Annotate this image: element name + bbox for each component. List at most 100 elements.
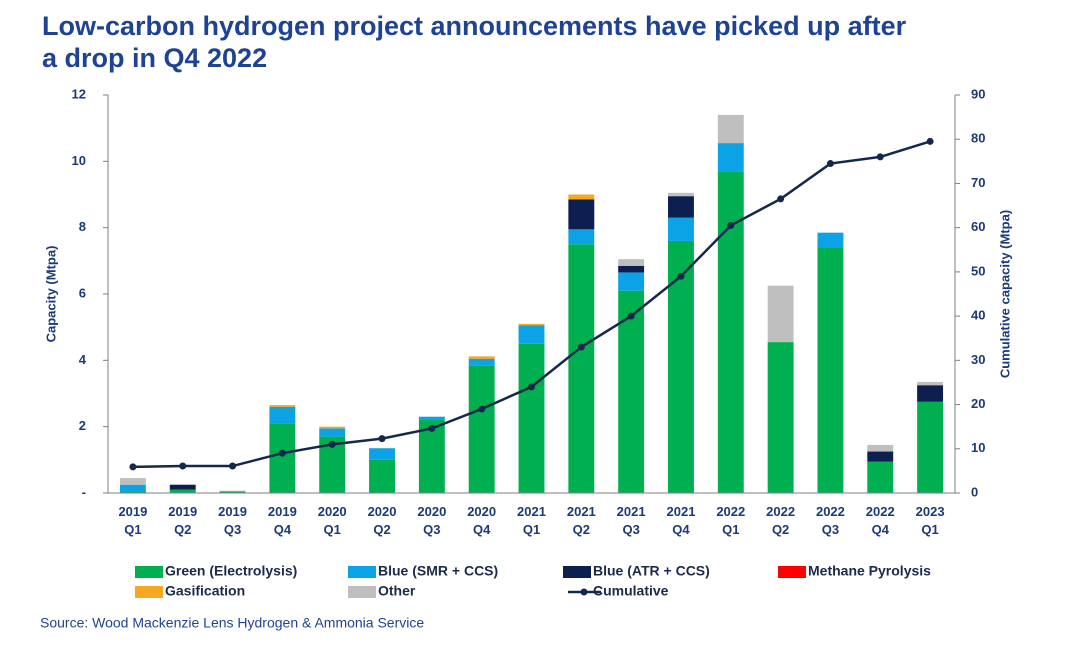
bar xyxy=(817,232,844,248)
x-tick-label: 2019 Q2 xyxy=(168,504,197,537)
x-tick-label-line: Q1 xyxy=(124,522,141,537)
y-tick-label: 8 xyxy=(79,219,86,234)
x-tick-label-line: Q3 xyxy=(822,522,839,537)
cumulative-point xyxy=(876,153,884,161)
y-tick-label: - xyxy=(82,484,86,499)
cumulative-point xyxy=(428,424,436,432)
x-tick-label-line: 2019 xyxy=(168,504,197,519)
legend-label: Blue (ATR + CCS) xyxy=(593,563,710,579)
bar xyxy=(468,365,495,493)
bar xyxy=(817,247,844,493)
bar xyxy=(717,143,744,172)
x-tick-label: 2020 Q1 xyxy=(318,504,347,537)
x-tick-label-line: 2020 xyxy=(318,504,347,519)
x-tick-label-line: Q3 xyxy=(423,522,440,537)
cumulative-point xyxy=(478,405,486,413)
bar xyxy=(319,426,346,429)
bar xyxy=(369,459,395,493)
bar xyxy=(119,478,146,485)
y-tick-label: 6 xyxy=(79,285,86,300)
legend-swatch xyxy=(135,566,163,578)
bar xyxy=(269,423,296,493)
x-tick-label: 2021 Q2 xyxy=(567,504,596,537)
x-tick-label: 2020 Q2 xyxy=(368,504,397,537)
bar xyxy=(219,491,246,493)
cumulative-point xyxy=(278,449,286,457)
y-tick-label: 12 xyxy=(72,86,86,101)
bar xyxy=(917,401,944,493)
y2-tick-label: 90 xyxy=(971,86,985,101)
bar xyxy=(468,356,495,359)
bar xyxy=(169,489,196,493)
cumulative-point xyxy=(378,435,386,443)
cumulative-point xyxy=(577,343,585,351)
x-tick-label: 2019 Q1 xyxy=(118,504,147,537)
x-tick-label-line: Q3 xyxy=(622,522,639,537)
legend-swatch xyxy=(135,586,163,598)
bar xyxy=(468,358,495,366)
bar xyxy=(867,451,894,462)
cumulative-point xyxy=(129,463,137,471)
bar xyxy=(518,323,545,326)
bar xyxy=(618,259,645,266)
cumulative-point xyxy=(528,383,535,391)
bar xyxy=(169,484,196,490)
y2-tick-label: 10 xyxy=(971,440,985,455)
x-tick-label-line: 2019 xyxy=(268,504,297,519)
cumulative-point xyxy=(229,462,237,470)
bar xyxy=(269,405,296,407)
legend-label: Gasification xyxy=(165,583,245,599)
legend-swatch xyxy=(348,586,376,598)
x-tick-label-line: Q1 xyxy=(523,522,540,537)
x-tick-label-line: 2019 xyxy=(118,504,147,519)
y-axis-title: Capacity (Mtpa) xyxy=(43,246,58,343)
bar xyxy=(219,490,246,492)
y-tick-label: 2 xyxy=(79,418,86,433)
x-tick-label: 2020 Q4 xyxy=(467,504,496,537)
x-tick-label-line: 2022 xyxy=(866,504,895,519)
y2-axis-title: Cumulative capacity (Mtpa) xyxy=(997,210,1012,378)
bar xyxy=(767,342,794,493)
cumulative-point xyxy=(727,221,735,229)
legend-label: Green (Electrolysis) xyxy=(165,563,297,579)
x-tick-label-line: 2022 xyxy=(716,504,745,519)
cumulative-point xyxy=(677,272,685,280)
bar xyxy=(568,229,595,245)
x-tick-label-line: Q2 xyxy=(772,522,789,537)
y2-tick-label: 50 xyxy=(971,263,985,278)
bar xyxy=(867,461,894,493)
bar xyxy=(418,416,445,421)
x-tick-label: 2022 Q3 xyxy=(816,504,845,537)
x-tick-label-line: 2021 xyxy=(617,504,646,519)
cumulative-point xyxy=(179,462,187,470)
bar xyxy=(568,199,595,230)
bar xyxy=(119,484,146,493)
x-tick-label-line: 2021 xyxy=(667,504,696,519)
x-tick-label-line: Q2 xyxy=(373,522,390,537)
bar xyxy=(618,290,645,493)
x-tick-label: 2020 Q3 xyxy=(417,504,446,537)
legend-label: Methane Pyrolysis xyxy=(808,563,931,579)
x-tick-label: 2021 Q1 xyxy=(517,504,546,537)
x-tick-label-line: Q2 xyxy=(573,522,590,537)
chart-title: Low-carbon hydrogen project announcement… xyxy=(42,11,907,41)
bar xyxy=(418,420,445,493)
x-tick-label-line: 2020 xyxy=(368,504,397,519)
cumulative-point xyxy=(627,312,635,320)
x-tick-label-line: Q4 xyxy=(473,522,491,537)
x-tick-label: 2022 Q4 xyxy=(866,504,895,537)
x-tick-label-line: Q1 xyxy=(722,522,739,537)
cumulative-point xyxy=(328,440,336,448)
x-tick-label-line: 2019 xyxy=(218,504,247,519)
y2-tick-label: 40 xyxy=(971,308,985,323)
bar xyxy=(518,325,545,344)
x-tick-label-line: 2020 xyxy=(417,504,446,519)
bar xyxy=(668,192,694,197)
bar xyxy=(568,244,595,493)
bar xyxy=(618,265,645,273)
bar xyxy=(618,272,645,291)
y2-tick-label: 80 xyxy=(971,131,985,146)
legend-label: Blue (SMR + CCS) xyxy=(378,563,498,579)
cumulative-point xyxy=(826,160,834,168)
